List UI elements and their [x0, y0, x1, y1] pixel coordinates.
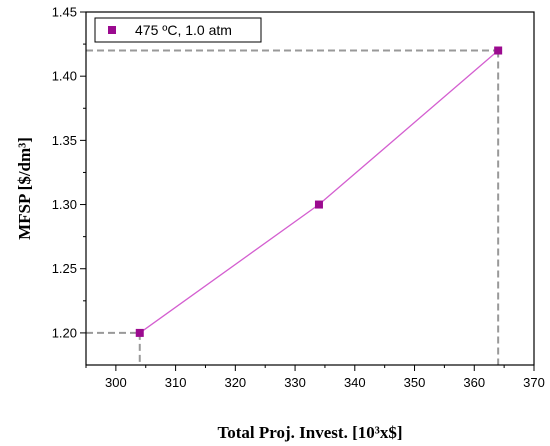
x-tick-label: 350 — [404, 375, 426, 390]
y-tick-label: 1.30 — [52, 197, 77, 212]
x-tick-label: 310 — [165, 375, 187, 390]
x-tick-label: 330 — [284, 375, 306, 390]
x-tick-label: 320 — [224, 375, 246, 390]
x-tick-label: 300 — [105, 375, 127, 390]
x-axis-title: Total Proj. Invest. [10³x$] — [217, 423, 402, 442]
series-layer — [135, 46, 503, 337]
guide-lines — [86, 49, 500, 365]
legend: 475 ºC, 1.0 atm — [94, 17, 262, 43]
legend-label: 475 ºC, 1.0 atm — [135, 22, 232, 38]
x-axis: 300 310 320 330 340 350 360 370 — [85, 365, 545, 390]
data-point — [314, 200, 323, 209]
y-axis-title: MFSP [$/dm³] — [15, 137, 34, 240]
series-line — [139, 50, 499, 334]
x-tick-label: 370 — [523, 375, 545, 390]
y-tick-label: 1.20 — [52, 325, 77, 340]
x-tick-label: 360 — [463, 375, 485, 390]
plot-frame — [85, 11, 535, 366]
data-point — [135, 328, 144, 337]
y-axis: 1.20 1.25 1.30 1.35 1.40 1.45 — [52, 5, 86, 340]
x-tick-label: 340 — [344, 375, 366, 390]
y-tick-label: 1.40 — [52, 69, 77, 84]
y-tick-label: 1.45 — [52, 5, 77, 20]
legend-marker — [108, 26, 116, 34]
y-tick-label: 1.35 — [52, 133, 77, 148]
legend-box — [94, 17, 262, 43]
data-point — [494, 46, 503, 55]
y-tick-label: 1.25 — [52, 261, 77, 276]
